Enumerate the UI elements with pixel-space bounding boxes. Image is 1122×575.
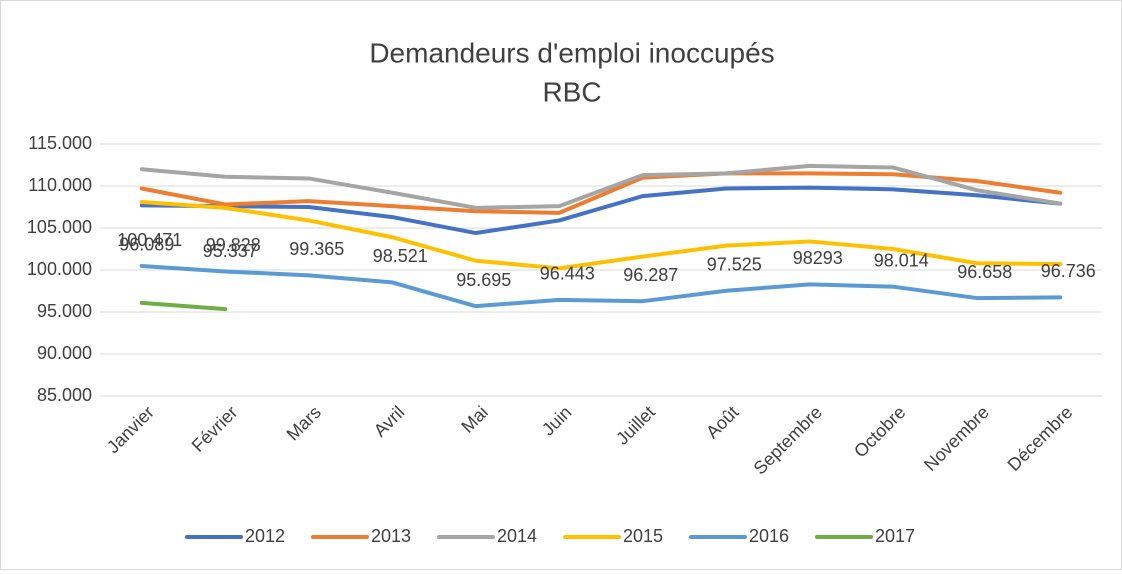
value-label: 96.089 bbox=[119, 235, 174, 255]
series-line bbox=[139, 163, 1063, 210]
value-label: 96.736 bbox=[1041, 261, 1096, 281]
legend-label: 2017 bbox=[875, 526, 915, 546]
chart-subtitle: RBC bbox=[542, 76, 601, 107]
legend-label: 2014 bbox=[497, 526, 537, 546]
series-line bbox=[139, 171, 1063, 215]
value-label: 96.287 bbox=[623, 265, 678, 285]
legend-label: 2016 bbox=[749, 526, 789, 546]
series-line bbox=[139, 185, 1063, 236]
legend-label: 2012 bbox=[245, 526, 285, 546]
legend-label: 2015 bbox=[623, 526, 663, 546]
chart-title: Demandeurs d'emploi inoccupés bbox=[369, 37, 774, 68]
value-label: 96.658 bbox=[957, 262, 1012, 282]
value-label: 99.365 bbox=[289, 239, 344, 259]
value-label: 98.521 bbox=[373, 246, 428, 266]
value-label: 98.014 bbox=[874, 250, 929, 270]
legend-label: 2013 bbox=[371, 526, 411, 546]
series-line bbox=[139, 300, 228, 312]
value-label: 99.828 bbox=[206, 235, 261, 255]
y-tick-label: 110.000 bbox=[28, 175, 92, 195]
y-tick-label: 100.000 bbox=[27, 259, 92, 279]
y-tick-label: 85.000 bbox=[37, 385, 92, 405]
value-label: 100.471 bbox=[117, 230, 182, 250]
y-tick-label: 115.000 bbox=[28, 133, 92, 153]
y-tick-label: 95.000 bbox=[37, 301, 92, 321]
value-label: 95.337 bbox=[203, 241, 258, 261]
value-label: 95.695 bbox=[456, 270, 511, 290]
value-label: 97.525 bbox=[707, 255, 762, 275]
value-label: 98293 bbox=[793, 248, 843, 268]
y-tick-label: 90.000 bbox=[37, 343, 92, 363]
series-line bbox=[139, 264, 1063, 309]
y-tick-label: 105.000 bbox=[27, 217, 92, 237]
series-line bbox=[139, 199, 1063, 271]
value-label: 96.443 bbox=[540, 264, 595, 284]
